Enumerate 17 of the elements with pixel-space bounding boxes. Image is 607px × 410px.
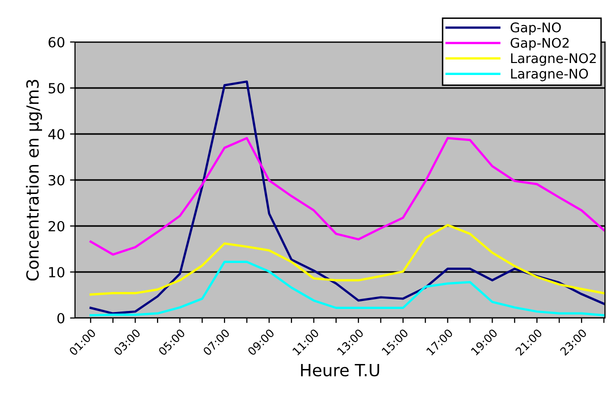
line-series	[90, 260, 605, 316]
line-series	[90, 80, 605, 315]
legend-label: Gap-NO	[510, 22, 561, 35]
y-axis-title: Concentration en µg/m3	[26, 80, 42, 281]
line-series	[90, 224, 605, 296]
y-tick-label: 50	[48, 82, 64, 94]
x-axis-title: Heure T.U	[301, 364, 380, 376]
y-tick-label: 20	[48, 220, 64, 232]
y-tick-label: 30	[48, 174, 64, 186]
y-tick-label: 0	[57, 312, 64, 324]
y-tick-label: 10	[49, 266, 64, 278]
legend-label: Laragne-NO2	[511, 53, 596, 66]
legend-label: Laragne-NO	[511, 68, 588, 82]
y-tick-label: 60	[48, 36, 64, 48]
line-series	[90, 137, 605, 256]
legend-label: Gap-NO2	[510, 38, 569, 50]
y-tick-label: 40	[48, 128, 64, 140]
